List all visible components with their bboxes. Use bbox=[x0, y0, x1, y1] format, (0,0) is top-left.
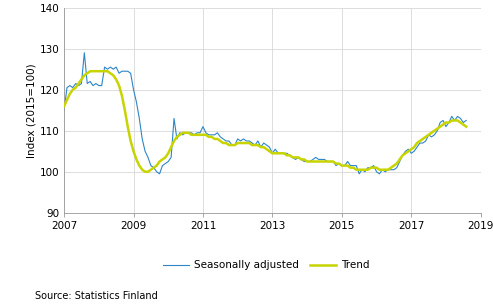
Legend: Seasonally adjusted, Trend: Seasonally adjusted, Trend bbox=[159, 256, 374, 275]
Y-axis label: Index (2015=100): Index (2015=100) bbox=[26, 63, 36, 157]
Text: Source: Statistics Finland: Source: Statistics Finland bbox=[35, 291, 157, 301]
